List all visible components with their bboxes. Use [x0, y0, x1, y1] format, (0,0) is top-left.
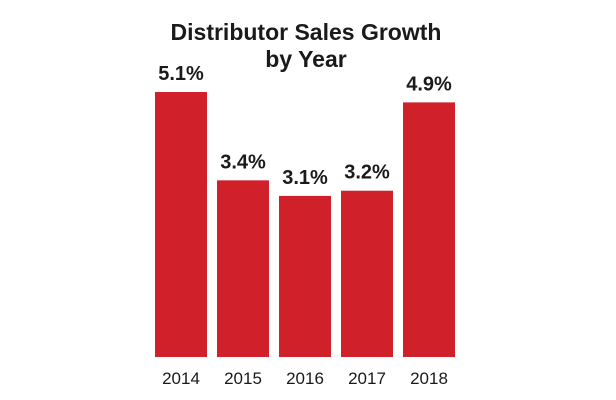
bar-2015 — [217, 180, 269, 357]
data-label-2016: 3.1% — [282, 167, 328, 189]
bars — [155, 92, 455, 358]
bar-2017 — [341, 190, 393, 357]
bar-2018 — [403, 102, 455, 358]
data-label-2014: 5.1% — [158, 63, 204, 85]
data-labels: 5.1% 3.4% 3.1% 3.2% 4.9% — [158, 63, 452, 189]
data-label-2017: 3.2% — [344, 162, 390, 184]
x-tick-label-2015: 2015 — [224, 369, 262, 388]
x-tick-label-2016: 2016 — [286, 369, 324, 388]
data-label-2015: 3.4% — [220, 151, 266, 173]
bar-2014 — [155, 92, 207, 357]
data-label-2018: 4.9% — [406, 73, 452, 95]
x-tick-label-2014: 2014 — [162, 369, 200, 388]
chart-title-line-2: by Year — [265, 46, 346, 72]
x-tick-label-2018: 2018 — [410, 369, 448, 388]
x-tick-label-2017: 2017 — [348, 369, 386, 388]
x-axis-tick-labels: 2014 2015 2016 2017 2018 — [162, 369, 448, 388]
chart-title-line-1: Distributor Sales Growth — [171, 19, 442, 45]
bar-2016 — [279, 195, 331, 357]
